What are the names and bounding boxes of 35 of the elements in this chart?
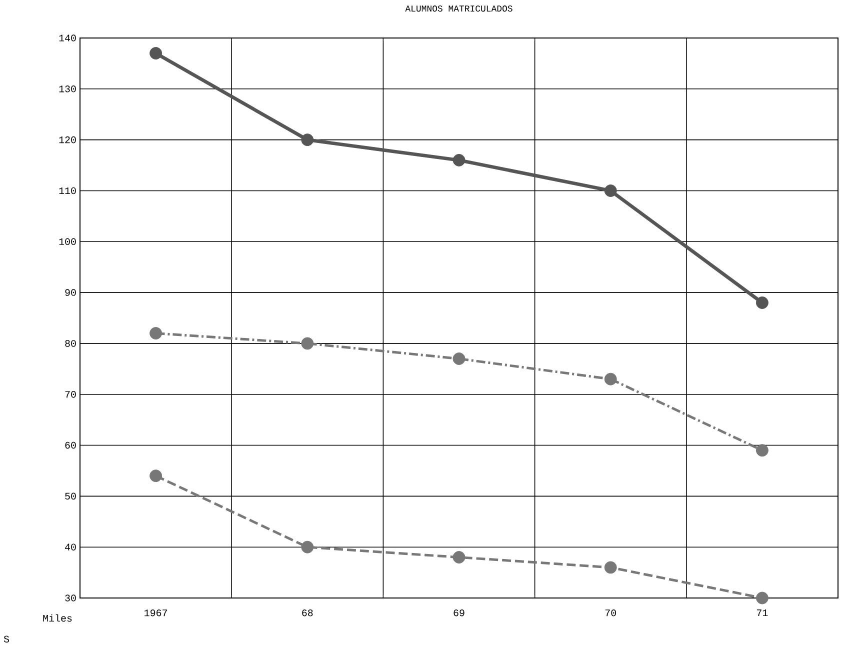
- point: [150, 47, 162, 60]
- x-tick-label: 69: [454, 609, 464, 616]
- y-tick-label: 100: [59, 238, 76, 246]
- y-tick-label: 60: [65, 442, 76, 449]
- y-tick-label: 130: [59, 86, 76, 92]
- point: [756, 296, 768, 309]
- point: [452, 352, 466, 365]
- point: [604, 561, 617, 574]
- point: [756, 592, 768, 604]
- text: S: [4, 636, 10, 642]
- y-tick-label: 110: [59, 187, 76, 194]
- x-tick-label: 68: [302, 609, 313, 616]
- y-tick-label: 50: [65, 492, 76, 500]
- point: [150, 470, 162, 482]
- y-tick-label: 90: [65, 289, 76, 296]
- y-tick-label: 40: [65, 544, 76, 550]
- y-tick-label: 70: [65, 390, 76, 398]
- point: [150, 327, 162, 340]
- point: [452, 154, 466, 166]
- chart-title: ALUMNOS MATRICULADOS: [405, 6, 512, 12]
- y-tick-label: 30: [65, 594, 76, 602]
- y-tick-label: 80: [65, 340, 76, 347]
- x-tick-label: 71: [756, 609, 768, 616]
- point: [301, 337, 314, 350]
- y-axis-title: Miles: [43, 614, 72, 622]
- point: [301, 134, 314, 146]
- point: [756, 444, 768, 457]
- point: [452, 551, 466, 564]
- point: [604, 372, 617, 386]
- point: [604, 184, 617, 197]
- x-tick-label: 70: [605, 609, 616, 616]
- y-tick-label: 140: [59, 34, 76, 42]
- x-tick-label: 1967: [144, 609, 167, 616]
- point: [301, 540, 314, 554]
- y-tick-label: 120: [59, 136, 76, 144]
